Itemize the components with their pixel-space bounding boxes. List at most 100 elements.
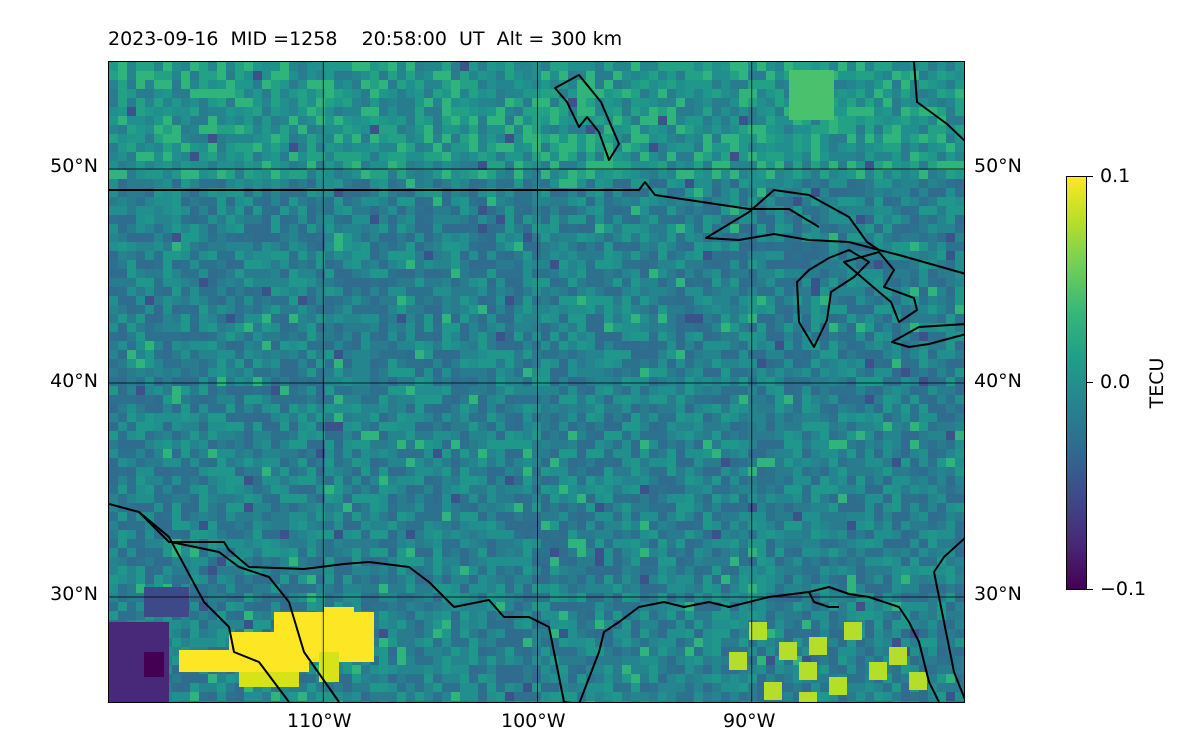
tec-cell bbox=[775, 395, 784, 404]
tec-cell bbox=[604, 449, 613, 458]
tec-cell bbox=[757, 476, 766, 485]
tec-cell bbox=[928, 296, 937, 305]
tec-cell bbox=[217, 278, 226, 287]
tec-cell bbox=[955, 422, 964, 431]
tec-cell bbox=[235, 242, 244, 251]
tec-cell bbox=[586, 296, 595, 305]
tec-cell bbox=[145, 476, 154, 485]
tec-cell bbox=[937, 107, 946, 116]
tec-cell bbox=[424, 350, 433, 359]
tec-cell bbox=[379, 458, 388, 467]
tec-cell bbox=[694, 332, 703, 341]
tec-cell bbox=[379, 89, 388, 98]
tec-cell bbox=[730, 341, 739, 350]
tec-cell bbox=[352, 62, 361, 71]
tec-cell bbox=[658, 116, 667, 125]
tec-cell bbox=[262, 431, 271, 440]
tec-cell bbox=[685, 197, 694, 206]
tec-cell bbox=[577, 287, 586, 296]
tec-cell bbox=[109, 467, 118, 476]
tec-cell bbox=[487, 71, 496, 80]
tec-cell bbox=[658, 332, 667, 341]
tec-cell bbox=[757, 449, 766, 458]
tec-cell bbox=[442, 143, 451, 152]
tec-cell bbox=[919, 314, 928, 323]
tec-cell bbox=[622, 476, 631, 485]
tec-cell bbox=[838, 260, 847, 269]
tec-cell bbox=[910, 323, 919, 332]
tec-cell bbox=[289, 260, 298, 269]
tec-cell bbox=[541, 161, 550, 170]
tec-cell bbox=[253, 62, 262, 71]
tec-cell bbox=[253, 467, 262, 476]
tec-cell bbox=[298, 395, 307, 404]
tec-cell bbox=[784, 62, 793, 71]
tec-cell bbox=[847, 269, 856, 278]
tec-cell bbox=[937, 449, 946, 458]
tec-cell bbox=[568, 197, 577, 206]
tec-cell bbox=[901, 116, 910, 125]
tec-cell bbox=[847, 116, 856, 125]
tec-cell bbox=[685, 350, 694, 359]
tec-cell bbox=[433, 62, 442, 71]
tec-cell bbox=[235, 251, 244, 260]
tec-cell bbox=[271, 377, 280, 386]
tec-cell bbox=[226, 467, 235, 476]
tec-cell bbox=[199, 116, 208, 125]
tec-cell bbox=[937, 71, 946, 80]
tec-cell bbox=[154, 80, 163, 89]
tec-cell bbox=[784, 170, 793, 179]
tec-cell bbox=[955, 233, 964, 242]
tec-cell bbox=[388, 341, 397, 350]
tec-cell bbox=[244, 62, 253, 71]
tec-cell bbox=[712, 287, 721, 296]
tec-cell bbox=[694, 467, 703, 476]
tec-cell bbox=[802, 323, 811, 332]
tec-cell bbox=[253, 233, 262, 242]
tec-cell bbox=[415, 107, 424, 116]
tec-cell bbox=[325, 422, 334, 431]
tec-cell bbox=[802, 278, 811, 287]
tec-cell bbox=[334, 449, 343, 458]
tec-cell bbox=[136, 359, 145, 368]
tec-cell bbox=[721, 179, 730, 188]
tec-cell bbox=[145, 395, 154, 404]
tec-cell bbox=[622, 305, 631, 314]
tec-cell bbox=[784, 503, 793, 512]
tec-cell bbox=[361, 260, 370, 269]
tec-cell bbox=[145, 368, 154, 377]
tec-cell bbox=[829, 440, 838, 449]
tec-cell bbox=[541, 395, 550, 404]
tec-cell bbox=[577, 179, 586, 188]
tec-cell bbox=[127, 206, 136, 215]
tec-cell bbox=[145, 269, 154, 278]
tec-cell bbox=[514, 332, 523, 341]
tec-cell bbox=[640, 188, 649, 197]
tec-cell bbox=[550, 467, 559, 476]
tec-cell bbox=[235, 458, 244, 467]
tec-cell bbox=[469, 179, 478, 188]
tec-cell bbox=[307, 323, 316, 332]
tec-cell bbox=[280, 377, 289, 386]
tec-cell bbox=[424, 521, 433, 530]
tec-cell bbox=[478, 206, 487, 215]
tec-cell bbox=[406, 107, 415, 116]
tec-cell bbox=[199, 107, 208, 116]
tec-cell bbox=[226, 89, 235, 98]
tec-cell bbox=[442, 359, 451, 368]
tec-cell bbox=[388, 521, 397, 530]
tec-cell bbox=[757, 233, 766, 242]
tec-cell bbox=[397, 224, 406, 233]
tec-cell bbox=[811, 467, 820, 476]
tec-cell bbox=[370, 134, 379, 143]
tec-cell bbox=[199, 215, 208, 224]
tec-cell bbox=[622, 71, 631, 80]
tec-cell bbox=[694, 512, 703, 521]
tec-cell bbox=[793, 161, 802, 170]
tec-cell bbox=[514, 89, 523, 98]
tec-cell bbox=[748, 134, 757, 143]
tec-cell bbox=[712, 233, 721, 242]
tec-cell bbox=[928, 188, 937, 197]
tec-cell bbox=[649, 431, 658, 440]
tec-cell bbox=[478, 458, 487, 467]
